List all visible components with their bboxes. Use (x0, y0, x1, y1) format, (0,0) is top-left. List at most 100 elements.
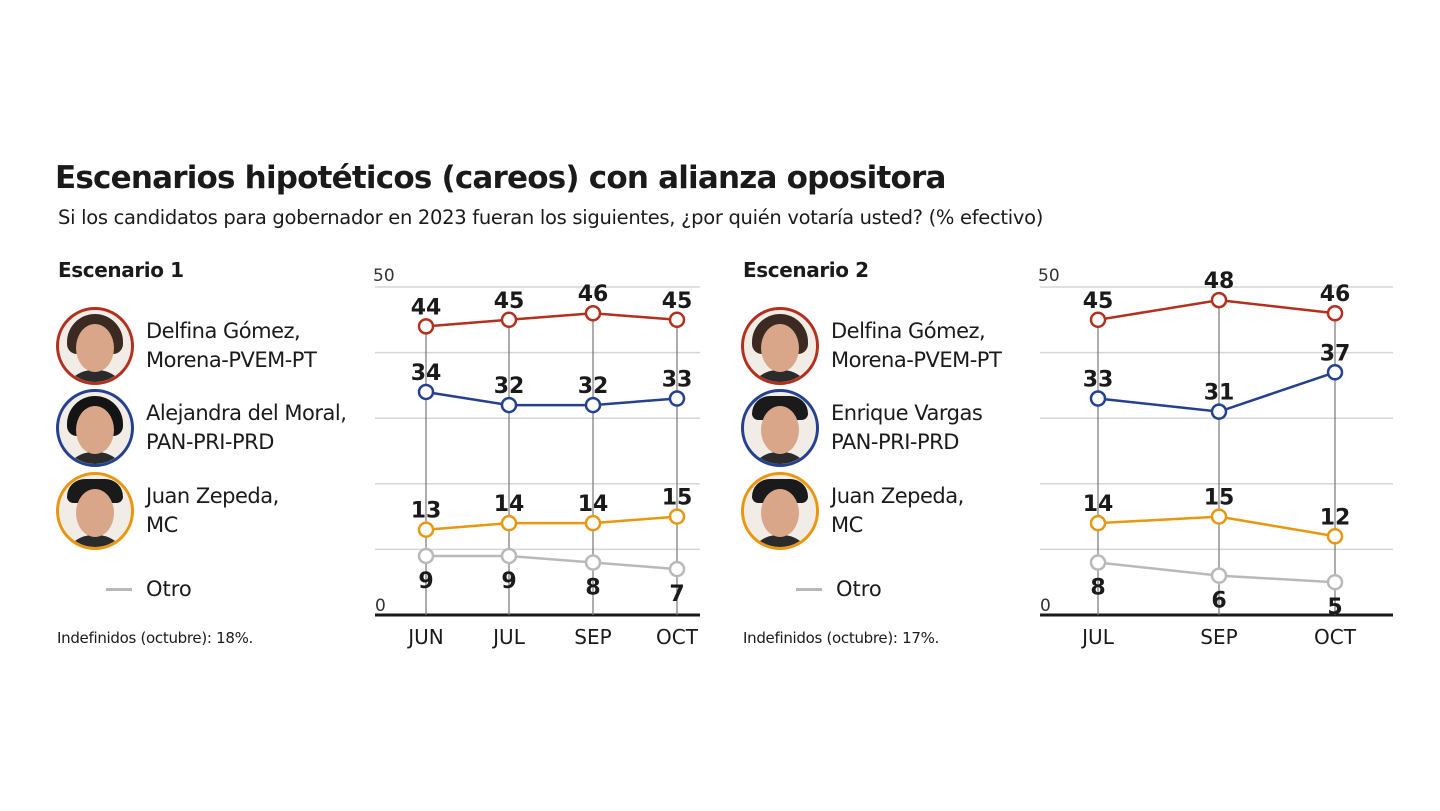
data-point (584, 554, 602, 571)
otro-label: Otro (836, 577, 882, 601)
undecided-note: Indefinidos (octubre): 17%. (743, 629, 940, 647)
data-point (668, 311, 686, 329)
data-point (668, 390, 686, 407)
data-label: 37 (1320, 341, 1351, 366)
scenario-1-title: Escenario 1 (58, 258, 184, 282)
otro-label: Otro (146, 577, 192, 601)
data-point (1089, 514, 1107, 532)
data-label: 14 (578, 492, 609, 517)
candidate-name: Juan Zepeda, (146, 484, 279, 508)
candidate-name: Juan Zepeda, (831, 484, 964, 508)
data-label: 14 (494, 492, 525, 517)
data-label: 46 (578, 282, 609, 307)
candidate-photo-icon (741, 472, 819, 550)
series-line (426, 554, 678, 571)
candidate-party: MC (831, 513, 863, 537)
x-tick-label: OCT (656, 625, 699, 649)
data-point (1089, 554, 1107, 571)
data-point (1210, 403, 1228, 420)
data-label: 48 (1204, 269, 1235, 294)
data-point (584, 514, 602, 532)
otro-line-icon (796, 587, 822, 591)
data-label: 8 (585, 576, 600, 601)
x-tick-label: JUN (406, 625, 444, 649)
candidate-party: Morena-PVEM-PT (831, 348, 1002, 372)
candidate-party: PAN-PRI-PRD (146, 430, 274, 454)
data-point (668, 508, 686, 525)
data-point (1210, 291, 1228, 309)
data-label: 46 (1320, 282, 1351, 307)
candidate-photo-icon (741, 389, 819, 467)
series-line (425, 311, 678, 328)
x-tick-label: JUL (491, 625, 526, 649)
series-line (425, 390, 678, 407)
data-label: 31 (1204, 381, 1235, 406)
chart-subtitle: Si los candidatos para gobernador en 202… (58, 206, 1044, 229)
data-label: 34 (411, 361, 442, 386)
data-label: 45 (1083, 289, 1114, 314)
y-tick-label: 0 (1040, 596, 1051, 616)
data-point (1326, 573, 1344, 591)
data-label: 15 (1204, 486, 1235, 511)
y-tick-label: 50 (1038, 266, 1060, 286)
x-tick-label: SEP (574, 625, 611, 649)
series-line (425, 515, 678, 531)
scenario-2-title: Escenario 2 (743, 258, 869, 282)
data-point (417, 383, 435, 401)
candidate-name: Alejandra del Moral, (146, 401, 347, 425)
data-label: 12 (1320, 505, 1351, 530)
data-label: 7 (669, 582, 684, 607)
legend-item-otro: Otro (106, 577, 192, 601)
legend-item-mc: Juan Zepeda, MC (741, 472, 964, 550)
candidate-name: Delfina Gómez, (831, 319, 986, 343)
data-point (1326, 304, 1344, 322)
data-label: 33 (662, 368, 693, 393)
data-point (1089, 390, 1107, 407)
data-point (1210, 508, 1228, 525)
data-point (584, 304, 602, 322)
legend-item-morena: Delfina Gómez, Morena-PVEM-PT (56, 307, 317, 385)
legend-item-alianza: Alejandra del Moral, PAN-PRI-PRD (56, 389, 347, 467)
data-point (417, 547, 435, 565)
y-tick-label: 50 (373, 266, 395, 286)
candidate-photo-icon (741, 307, 819, 385)
undecided-note: Indefinidos (octubre): 18%. (57, 629, 254, 647)
otro-line-icon (106, 587, 132, 591)
candidate-party: Morena-PVEM-PT (146, 348, 317, 372)
x-tick-label: OCT (1314, 625, 1357, 649)
candidate-name: Enrique Vargas (831, 401, 983, 425)
chart-title: Escenarios hipotéticos (careos) con alia… (55, 160, 946, 196)
data-point (500, 396, 518, 414)
candidate-party: PAN-PRI-PRD (831, 430, 959, 454)
data-point (500, 311, 518, 329)
data-point (584, 396, 602, 414)
data-label: 32 (578, 374, 609, 399)
data-label: 9 (501, 569, 516, 594)
data-label: 14 (1083, 492, 1114, 517)
legend-item-alianza: Enrique Vargas PAN-PRI-PRD (741, 389, 983, 467)
candidate-party: MC (146, 513, 178, 537)
candidate-photo-icon (56, 307, 134, 385)
data-label: 33 (1083, 368, 1114, 393)
data-label: 44 (411, 295, 442, 320)
data-point (1089, 311, 1107, 329)
candidate-photo-icon (56, 389, 134, 467)
data-point (1326, 364, 1344, 381)
data-point (1326, 528, 1344, 545)
legend-item-mc: Juan Zepeda, MC (56, 472, 279, 550)
legend-item-morena: Delfina Gómez, Morena-PVEM-PT (741, 307, 1002, 385)
data-label: 15 (662, 486, 693, 511)
candidate-name: Delfina Gómez, (146, 319, 301, 343)
data-label: 45 (494, 289, 525, 314)
data-point (668, 560, 686, 578)
data-point (500, 514, 518, 532)
data-point (1210, 567, 1228, 584)
data-label: 8 (1090, 576, 1105, 601)
data-point (417, 318, 435, 335)
data-label: 45 (662, 289, 693, 314)
y-tick-label: 0 (375, 596, 386, 616)
legend-item-otro: Otro (796, 577, 882, 601)
data-label: 5 (1327, 595, 1342, 620)
data-label: 9 (418, 569, 433, 594)
